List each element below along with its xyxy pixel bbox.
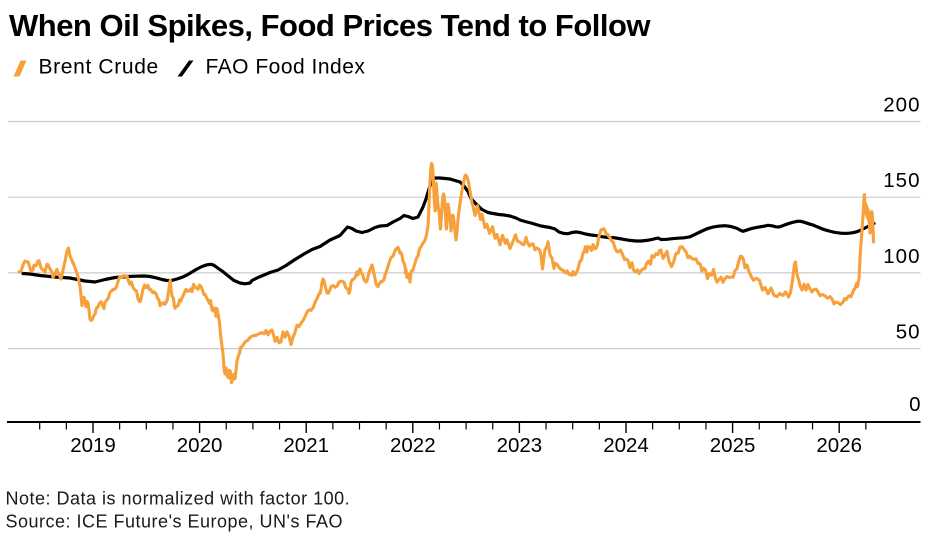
svg-text:150: 150 bbox=[883, 169, 920, 192]
svg-text:2026: 2026 bbox=[816, 434, 862, 457]
svg-text:2021: 2021 bbox=[283, 434, 329, 457]
svg-text:2023: 2023 bbox=[497, 434, 543, 457]
svg-text:Source: ICE Future's Europe, U: Source: ICE Future's Europe, UN's FAO bbox=[6, 512, 344, 532]
svg-text:FAO Food Index: FAO Food Index bbox=[206, 56, 366, 79]
svg-text:2020: 2020 bbox=[177, 434, 223, 457]
svg-text:0: 0 bbox=[909, 393, 920, 416]
svg-text:200: 200 bbox=[883, 94, 920, 117]
svg-text:Brent Crude: Brent Crude bbox=[39, 56, 159, 79]
svg-text:2024: 2024 bbox=[603, 434, 649, 457]
svg-text:2019: 2019 bbox=[70, 434, 116, 457]
svg-text:2025: 2025 bbox=[710, 434, 756, 457]
svg-text:When Oil Spikes, Food Prices T: When Oil Spikes, Food Prices Tend to Fol… bbox=[9, 8, 651, 43]
svg-text:50: 50 bbox=[896, 321, 921, 344]
svg-text:2022: 2022 bbox=[390, 434, 436, 457]
svg-text:Note: Data is normalized with: Note: Data is normalized with factor 100… bbox=[6, 489, 351, 509]
svg-text:100: 100 bbox=[883, 245, 920, 268]
